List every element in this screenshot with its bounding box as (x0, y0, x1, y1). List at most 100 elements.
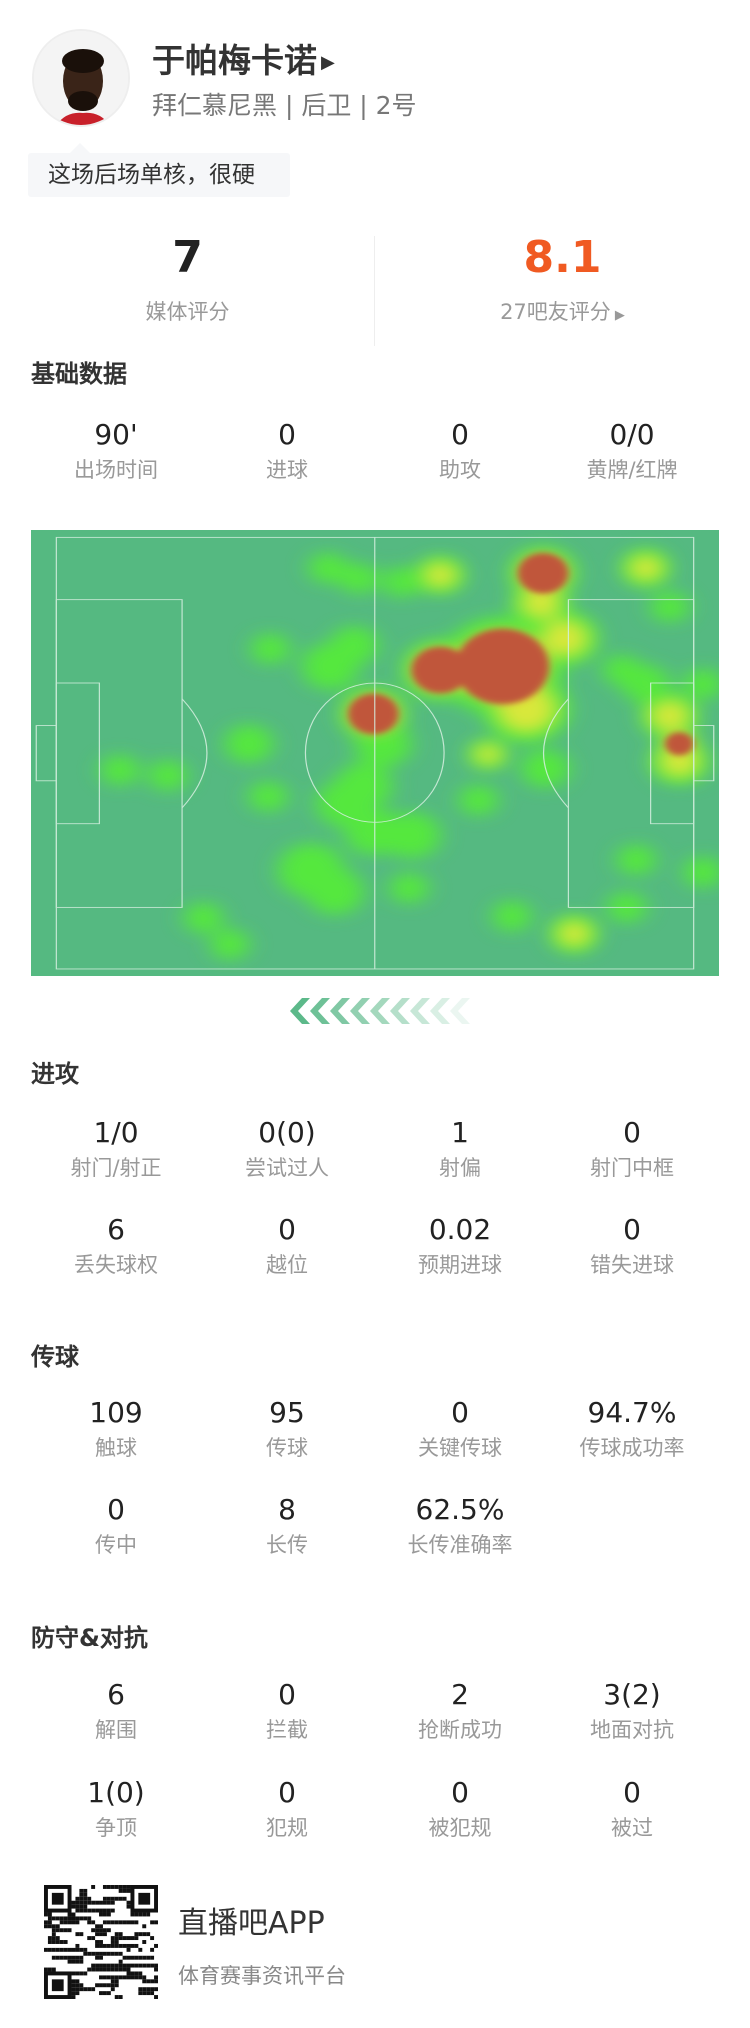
stat-label: 触球 (95, 1436, 137, 1460)
caret-right-icon: ▶ (321, 52, 335, 73)
stat-value: 0 (623, 1116, 641, 1149)
stat-value: 0.02 (428, 1213, 492, 1246)
media-rating-label: 媒体评分 (145, 300, 230, 324)
stat-value: 0 (451, 1776, 469, 1809)
section-title: 防守&对抗 (31, 1624, 148, 1652)
stat-label: 抢断成功 (418, 1718, 502, 1742)
heat-blob (390, 872, 429, 904)
stat-label: 射门中框 (590, 1156, 674, 1180)
stat-value: 0 (623, 1776, 641, 1809)
attack-direction-arrows (290, 998, 470, 1024)
stat-label: 解围 (95, 1718, 137, 1742)
heat-blob (649, 699, 690, 732)
stat-label: 助攻 (439, 458, 481, 482)
caret-right-icon: ▶ (610, 308, 625, 323)
chevron-left-icon (390, 998, 410, 1024)
heat-blob (650, 591, 689, 623)
player-name-text: 于帕梅卡诺 (152, 41, 317, 80)
stat-value: 1 (451, 1116, 469, 1149)
heat-blob (411, 646, 469, 694)
heatmap-pitch (31, 530, 719, 976)
stat-item: 0 越位 (201, 1213, 373, 1279)
chevron-left-icon (310, 998, 330, 1024)
heat-blob (664, 732, 694, 756)
stat-item: 0 进球 (201, 418, 373, 484)
heat-blob (684, 668, 719, 700)
stat-label: 传球 (266, 1436, 308, 1460)
stat-item: 1(0) 争顶 (30, 1776, 202, 1842)
stat-value: 2 (451, 1678, 469, 1711)
heat-blob (210, 928, 250, 960)
chevron-left-icon (350, 998, 370, 1024)
section-title: 进攻 (31, 1060, 79, 1088)
heat-blob (541, 619, 588, 658)
stat-value: 90' (94, 418, 138, 451)
stat-label: 越位 (266, 1253, 308, 1277)
stat-value: 62.5% (415, 1493, 505, 1526)
stat-value: 8 (278, 1493, 296, 1526)
heat-blob (520, 586, 561, 620)
stat-item: 0 助攻 (374, 418, 546, 484)
stat-label: 地面对抗 (590, 1718, 674, 1742)
stat-label: 传中 (95, 1533, 137, 1557)
fan-rating-value: 8.1 (523, 232, 602, 283)
stat-value: 109 (89, 1396, 143, 1429)
stat-item: 0 传中 (30, 1493, 202, 1559)
stat-value: 1(0) (87, 1776, 145, 1809)
stat-item: 62.5% 长传准确率 (374, 1493, 546, 1559)
stat-value: 0 (278, 1776, 296, 1809)
stat-value: 1/0 (93, 1116, 139, 1149)
heat-blob (423, 561, 457, 589)
app-slogan: 体育赛事资讯平台 (178, 1964, 346, 1988)
heat-blob (602, 654, 642, 686)
player-subtitle: 拜仁慕尼黑 | 后卫 | 2号 (152, 91, 417, 120)
chevron-left-icon (290, 998, 310, 1024)
heat-blob (306, 868, 364, 915)
stat-item: 90' 出场时间 (30, 418, 202, 484)
stat-label: 传球成功率 (579, 1436, 685, 1460)
pitch-lines (35, 536, 715, 970)
heat-blob (251, 633, 290, 665)
heat-blob (492, 900, 532, 932)
heat-blob (659, 745, 700, 778)
stat-label: 拦截 (266, 1718, 308, 1742)
heat-blob (455, 628, 550, 705)
heat-blob (557, 920, 591, 948)
stat-value: 0 (451, 418, 469, 451)
stat-label: 错失进球 (590, 1253, 674, 1277)
stat-item: 95 传球 (201, 1396, 373, 1462)
stat-item: 6 解围 (30, 1678, 202, 1744)
stat-label: 被犯规 (428, 1816, 492, 1840)
stat-value: 0 (107, 1493, 125, 1526)
stat-label: 射门/射正 (70, 1156, 162, 1180)
stat-item: 3(2) 地面对抗 (546, 1678, 718, 1744)
stat-value: 94.7% (587, 1396, 677, 1429)
heat-blob (330, 626, 379, 665)
stat-value: 95 (269, 1396, 305, 1429)
heat-blob (225, 724, 273, 764)
media-rating: 7 媒体评分 (0, 230, 375, 326)
stat-value: 0(0) (258, 1116, 316, 1149)
stat-item: 8 长传 (201, 1493, 373, 1559)
stat-label: 射偏 (439, 1156, 481, 1180)
stat-label: 被过 (611, 1816, 653, 1840)
stat-item: 0 犯规 (201, 1776, 373, 1842)
heat-blob (100, 754, 140, 786)
stat-item: 109 触球 (30, 1396, 202, 1462)
stat-item: 0 拦截 (201, 1678, 373, 1744)
stat-label: 预期进球 (418, 1253, 502, 1277)
stat-value: 0 (451, 1396, 469, 1429)
stat-label: 长传准确率 (407, 1533, 513, 1557)
stat-item: 2 抢断成功 (374, 1678, 546, 1744)
heat-blob (474, 743, 502, 766)
stat-item: 0 被过 (546, 1776, 718, 1842)
app-name: 直播吧APP (178, 1906, 325, 1941)
heat-blob (308, 552, 348, 584)
fan-rating[interactable]: 8.1 27吧友评分 ▶ (375, 230, 750, 326)
heat-blob (629, 554, 663, 582)
player-name[interactable]: 于帕梅卡诺 ▶ (152, 34, 335, 82)
section-title: 传球 (31, 1343, 79, 1371)
stat-label: 黄牌/红牌 (586, 458, 678, 482)
stat-item: 0(0) 尝试过人 (201, 1116, 373, 1182)
chevron-left-icon (410, 998, 430, 1024)
